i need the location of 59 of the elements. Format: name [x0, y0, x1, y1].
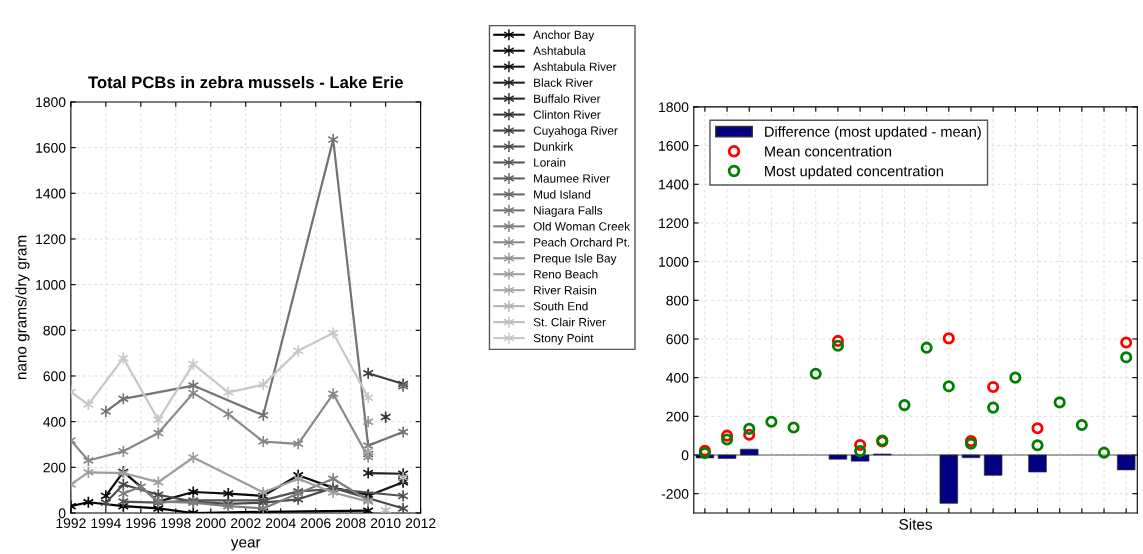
x-tick-label: 1998	[161, 518, 191, 529]
y-tick-label: 1000	[659, 256, 689, 267]
legend-label: Cuyahoga River	[533, 126, 618, 138]
legend-label: Maumee River	[534, 174, 610, 183]
y-tick-label: 1400	[659, 179, 689, 190]
y-tick-label: 1200	[659, 218, 689, 229]
y-tick-label: 1600	[659, 140, 689, 151]
y-tick-label: 1800	[659, 102, 689, 113]
y-tick-label: 800	[43, 325, 66, 336]
x-tick-label: 2002	[231, 518, 261, 529]
y-tick-label: 1800	[36, 97, 66, 108]
x-tick-label: 1996	[126, 518, 156, 529]
legend-label: Preque Isle Bay	[534, 253, 617, 265]
y-tick-label: 600	[666, 334, 689, 345]
y-tick-label: 800	[666, 295, 689, 306]
legend-label: Ashtabula River	[533, 62, 617, 71]
legend-label: Stony Point	[533, 333, 594, 345]
legend-label: Anchor Bay	[533, 30, 595, 42]
legend-label: Reno Beach	[534, 269, 598, 279]
x-tick-label: 2006	[300, 518, 331, 529]
y-tick-label: 1600	[36, 142, 66, 153]
legend-label: Mean concentration	[765, 145, 892, 157]
y-tick-label: 1000	[36, 279, 66, 290]
x-tick-label: 2012	[405, 518, 436, 529]
legend-label: St. Clair River	[533, 317, 606, 327]
legend-label: Dunkirk	[534, 142, 574, 151]
legend-label: Ashtabula	[533, 46, 586, 55]
x-axis-title: Sites	[899, 518, 932, 530]
legend-label: Mud Island	[534, 189, 591, 199]
x-tick-label: 2008	[335, 518, 366, 529]
y-axis-title: nano grams/dry gram	[15, 235, 30, 380]
y-tick-label: 200	[666, 411, 689, 422]
x-tick-label: 2000	[196, 518, 226, 529]
x-tick-label: 1992	[56, 518, 86, 529]
x-tick-label: 2010	[370, 518, 401, 529]
legend-label: Difference (most updated - mean)	[765, 126, 981, 140]
legend-label: Clinton River	[533, 110, 601, 119]
legend-label: Peach Orchard Pt.	[534, 237, 630, 247]
legend-label: River Raisin	[534, 285, 597, 295]
y-tick-label: 600	[43, 371, 66, 382]
legend-label: Black River	[534, 78, 593, 87]
legend-label: South End	[533, 301, 588, 311]
y-tick-label: 400	[666, 372, 689, 383]
y-tick-label: 1400	[36, 188, 66, 199]
legend-label: Lorain	[534, 158, 566, 167]
y-tick-label: 1200	[36, 234, 66, 245]
legend-label: Niagara Falls	[534, 205, 603, 217]
x-axis-title: year	[230, 539, 261, 551]
y-tick-label: 400	[43, 416, 66, 427]
legend-label: Old Woman Creek	[533, 221, 631, 231]
legend-label: Most updated concentration	[765, 165, 943, 180]
x-tick-label: 1994	[91, 518, 121, 529]
y-tick-label: -200	[661, 489, 689, 499]
y-tick-label: 0	[681, 450, 689, 461]
legend-label: Buffalo River	[534, 94, 601, 103]
chart-title: Total PCBs in zebra mussels - Lake Erie	[88, 75, 403, 89]
y-tick-label: 0	[58, 508, 66, 519]
y-tick-label: 200	[43, 462, 66, 473]
x-tick-label: 2004	[265, 518, 296, 529]
